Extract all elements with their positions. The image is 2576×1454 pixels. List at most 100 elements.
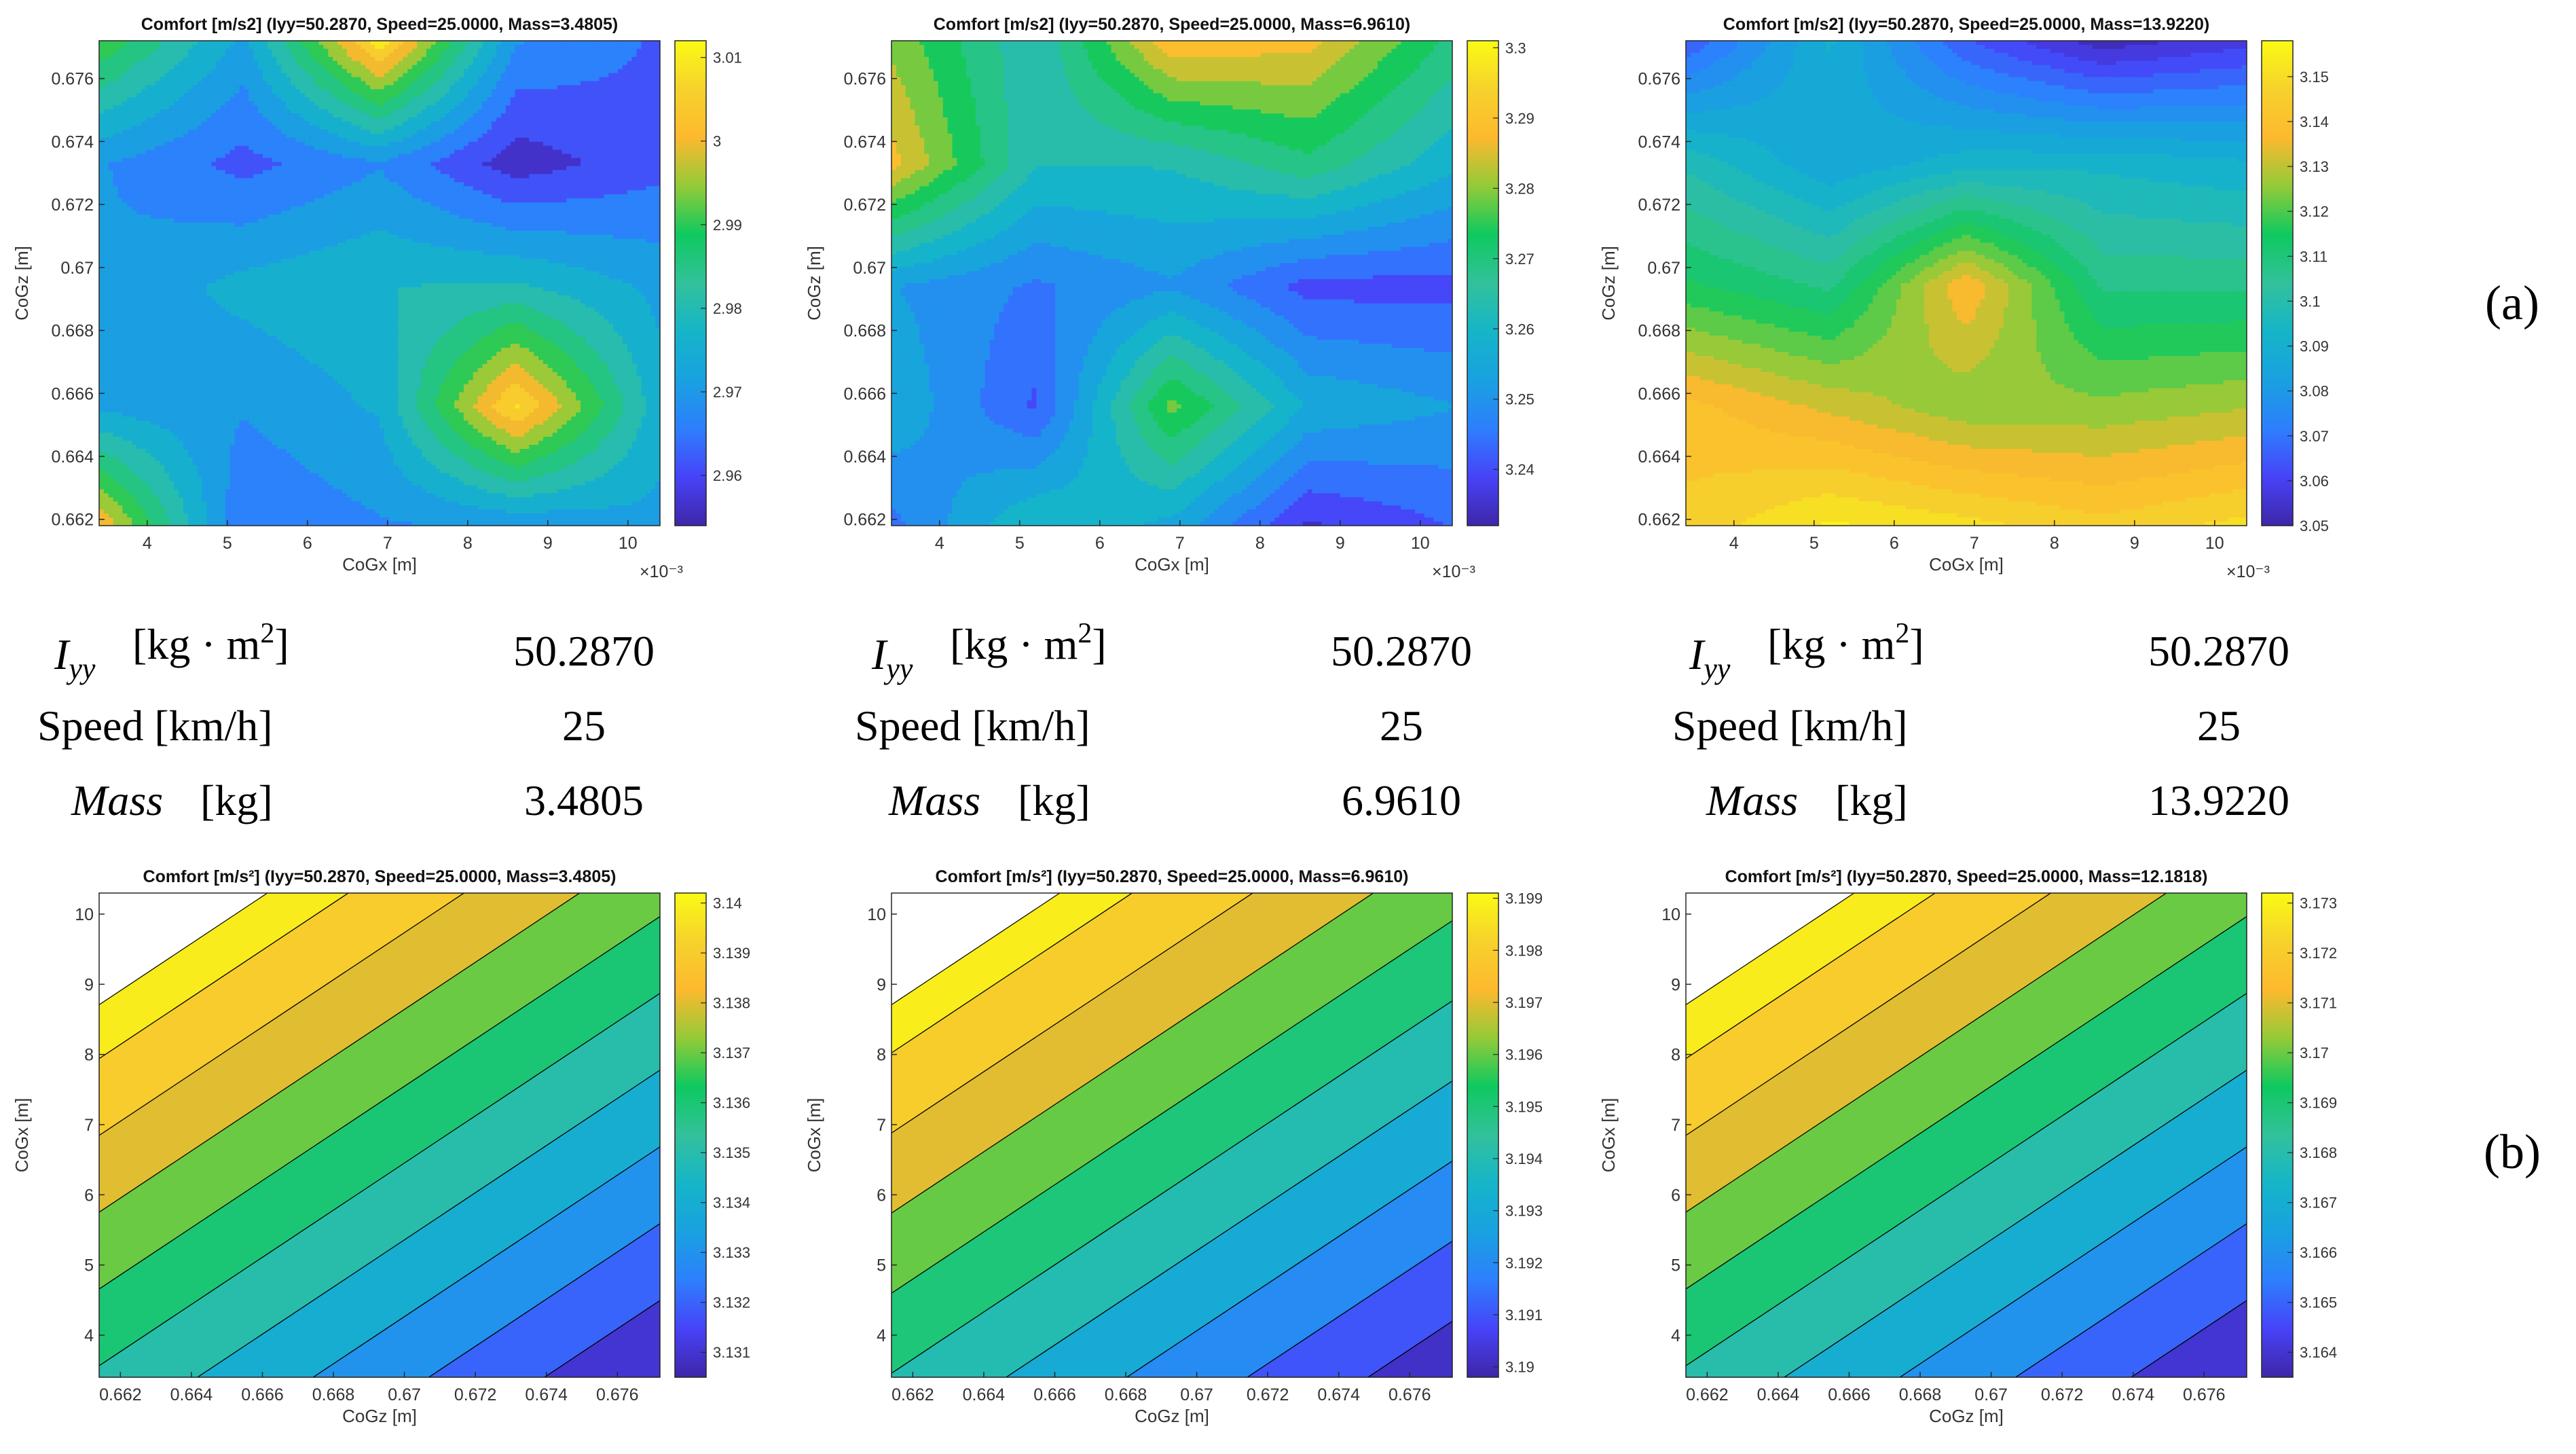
contour-cell <box>500 186 507 191</box>
contour-cell <box>192 137 198 143</box>
contour-cell <box>229 122 236 126</box>
contour-cell <box>519 93 525 98</box>
contour-cell <box>473 85 479 90</box>
contour-cell <box>132 113 137 118</box>
contour-cell <box>613 52 619 58</box>
contour-cell <box>417 141 422 147</box>
contour-cell <box>375 198 380 203</box>
contour-cell <box>361 60 366 66</box>
contour-cell <box>160 129 165 134</box>
contour-cell <box>281 166 287 170</box>
contour-cell <box>650 174 656 179</box>
contour-cell <box>304 129 310 134</box>
contour-cell <box>179 77 184 82</box>
contour-cell <box>562 141 567 147</box>
contour-cell <box>380 190 385 195</box>
contour-cell <box>141 69 147 74</box>
contour-cell <box>622 122 628 126</box>
contour-cell <box>314 56 320 62</box>
contour-cell <box>160 52 165 58</box>
contour-cell <box>599 89 604 94</box>
contour-cell <box>566 166 572 170</box>
contour-cell <box>244 117 249 122</box>
contour-cell <box>571 166 576 170</box>
contour-cell <box>202 77 207 82</box>
contour-cell <box>272 89 278 94</box>
contour-cell <box>655 69 660 74</box>
contour-cell <box>585 149 591 155</box>
contour-cell <box>113 166 119 170</box>
contour-cell <box>407 198 413 203</box>
contour-cell <box>534 133 539 139</box>
contour-cell <box>113 186 119 191</box>
contour-cell <box>276 60 282 66</box>
contour-cell <box>500 141 507 147</box>
contour-cell <box>99 101 105 106</box>
contour-cell <box>477 190 483 195</box>
contour-cell <box>515 113 521 118</box>
contour-cell <box>380 44 385 50</box>
contour-cell <box>276 170 282 175</box>
contour-cell <box>500 133 507 139</box>
contour-cell <box>314 202 320 207</box>
contour-cell <box>351 129 357 134</box>
contour-cell <box>169 194 174 199</box>
contour-cell <box>155 85 161 90</box>
contour-cell <box>655 117 660 122</box>
contour-cell <box>562 182 567 187</box>
contour-cell <box>417 65 422 70</box>
contour-cell <box>192 129 198 134</box>
contour-cell <box>346 122 352 126</box>
contour-cell <box>258 93 263 98</box>
contour-cell <box>351 113 357 118</box>
contour-cell <box>103 125 109 130</box>
contour-cell <box>183 109 189 114</box>
contour-cell <box>417 73 422 78</box>
contour-cell <box>566 137 572 143</box>
contour-cell <box>646 56 651 62</box>
contour-cell <box>566 109 572 114</box>
contour-cell <box>580 125 586 130</box>
contour-cell <box>430 97 437 102</box>
contour-cell <box>618 182 623 187</box>
contour-cell <box>333 145 338 151</box>
contour-cell <box>370 170 375 175</box>
contour-cell <box>519 149 525 155</box>
contour-cell <box>99 44 105 50</box>
contour-cell <box>99 73 105 78</box>
contour-cell <box>445 41 450 46</box>
contour-cell <box>412 133 418 139</box>
contour-cell <box>566 105 572 110</box>
contour-cell <box>174 198 179 203</box>
contour-cell <box>295 52 301 58</box>
contour-cell <box>430 69 437 74</box>
contour-cell <box>272 194 278 199</box>
contour-cell <box>351 65 357 70</box>
contour-cell <box>249 198 254 203</box>
contour-cell <box>384 178 390 183</box>
contour-cell <box>291 190 296 195</box>
contour-cell <box>164 41 170 46</box>
contour-cell <box>398 65 404 70</box>
contour-cell <box>631 122 638 126</box>
contour-cell <box>604 182 609 187</box>
contour-cell <box>229 170 236 175</box>
contour-cell <box>641 101 646 106</box>
contour-cell <box>622 41 628 46</box>
contour-cell <box>505 141 511 147</box>
contour-cell <box>500 97 507 102</box>
contour-cell <box>351 162 357 167</box>
contour-cell <box>365 170 371 175</box>
contour-cell <box>276 149 282 155</box>
contour-cell <box>286 97 291 102</box>
contour-cell <box>557 56 563 62</box>
contour-cell <box>333 65 338 70</box>
contour-cell <box>449 69 455 74</box>
contour-cell <box>346 56 352 62</box>
contour-cell <box>291 202 296 207</box>
contour-cell <box>103 56 109 62</box>
contour-cell <box>421 109 427 114</box>
contour-cell <box>449 109 455 114</box>
contour-cell <box>132 137 137 143</box>
contour-cell <box>351 166 357 170</box>
